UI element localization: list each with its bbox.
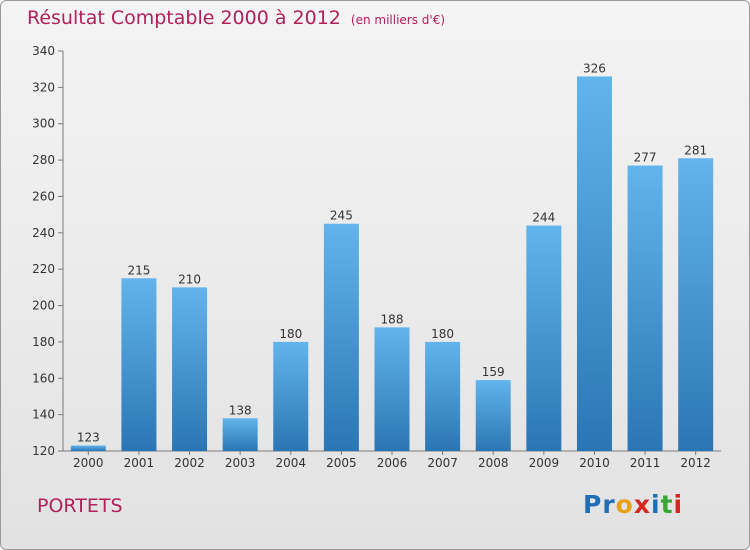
- y-tick-label: 240: [32, 226, 55, 240]
- data-label: 281: [684, 143, 707, 157]
- bar: [70, 445, 106, 451]
- bar: [121, 278, 157, 451]
- data-label: 244: [532, 211, 555, 225]
- y-tick-label: 220: [32, 262, 55, 276]
- y-tick-label: 120: [32, 444, 55, 458]
- data-label: 245: [330, 209, 353, 223]
- logo-letter: x: [633, 490, 651, 519]
- data-label: 210: [178, 272, 201, 286]
- chart-subtitle: (en milliers d'€): [350, 13, 446, 27]
- bar: [425, 341, 461, 451]
- place-name: PORTETS: [37, 495, 123, 517]
- data-label: 159: [482, 365, 505, 379]
- chart-title: Résultat Comptable 2000 à 2012 (en millie…: [27, 7, 445, 29]
- y-tick-label: 200: [32, 299, 55, 313]
- bar: [627, 165, 663, 451]
- data-label: 188: [381, 312, 404, 326]
- x-tick-label: 2011: [630, 456, 661, 470]
- data-label: 277: [634, 151, 657, 165]
- logo-letter: t: [660, 490, 674, 519]
- x-tick-label: 2009: [529, 456, 560, 470]
- logo-letter: P: [583, 490, 603, 519]
- x-tick-label: 2003: [225, 456, 256, 470]
- x-tick-label: 2005: [326, 456, 357, 470]
- data-label: 180: [431, 327, 454, 341]
- bar: [222, 418, 258, 451]
- x-tick-label: 2008: [478, 456, 509, 470]
- x-tick-label: 2010: [579, 456, 610, 470]
- data-label: 138: [229, 403, 252, 417]
- x-tick-label: 2000: [73, 456, 104, 470]
- data-label: 180: [279, 327, 302, 341]
- logo-letter: r: [602, 490, 616, 519]
- bar: [576, 76, 612, 452]
- bar: [678, 158, 714, 452]
- y-tick-label: 180: [32, 335, 55, 349]
- y-tick-label: 140: [32, 408, 55, 422]
- proxiti-logo: Proxiti: [583, 490, 683, 519]
- bar: [172, 287, 208, 451]
- y-tick-label: 260: [32, 189, 55, 203]
- y-tick-label: 280: [32, 153, 55, 167]
- bar: [323, 223, 359, 451]
- y-tick-label: 300: [32, 117, 55, 131]
- logo-letter: o: [615, 490, 634, 519]
- x-tick-label: 2012: [680, 456, 711, 470]
- chart-title-text: Résultat Comptable 2000 à 2012: [27, 7, 341, 29]
- x-tick-label: 2007: [427, 456, 458, 470]
- x-tick-label: 2001: [124, 456, 155, 470]
- y-tick-label: 320: [32, 80, 55, 94]
- y-tick-label: 160: [32, 371, 55, 385]
- data-label: 215: [127, 263, 150, 277]
- bar: [526, 225, 562, 451]
- logo-letter: i: [651, 490, 661, 519]
- y-tick-label: 340: [32, 44, 55, 58]
- x-tick-label: 2004: [275, 456, 306, 470]
- bar: [273, 341, 309, 451]
- logo-letter: i: [673, 490, 684, 519]
- bar: [374, 327, 410, 451]
- data-label: 326: [583, 61, 606, 75]
- x-tick-label: 2002: [174, 456, 205, 470]
- x-tick-label: 2006: [377, 456, 408, 470]
- bar: [475, 380, 511, 451]
- data-label: 123: [77, 431, 100, 445]
